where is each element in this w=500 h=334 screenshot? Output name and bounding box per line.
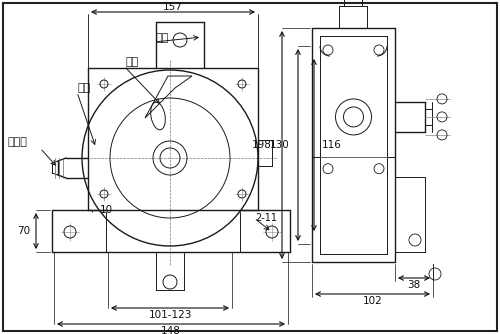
Text: 101-123: 101-123: [148, 310, 192, 320]
Text: 116: 116: [322, 140, 342, 150]
Text: 198: 198: [252, 140, 272, 150]
Text: 出线口: 出线口: [8, 137, 28, 147]
Text: 148: 148: [161, 326, 181, 334]
Text: 70: 70: [17, 226, 30, 236]
Text: 38: 38: [408, 280, 420, 290]
Text: 10: 10: [100, 205, 113, 215]
Text: 拉环: 拉环: [155, 33, 168, 43]
Text: 摇臂: 摇臂: [125, 57, 138, 67]
Text: 157: 157: [163, 2, 183, 12]
Text: 2-11: 2-11: [255, 213, 277, 223]
Text: 102: 102: [362, 296, 382, 306]
Text: 130: 130: [270, 140, 290, 150]
Text: 壳体: 壳体: [78, 83, 91, 93]
